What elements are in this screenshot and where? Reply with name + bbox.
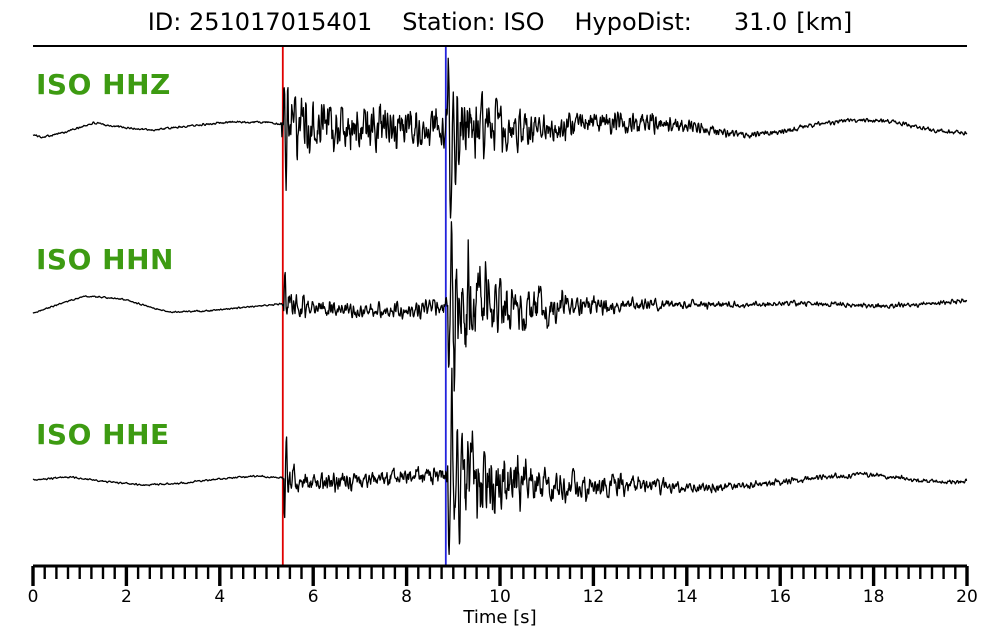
x-tick-label: 10 <box>489 587 511 607</box>
x-tick-label: 2 <box>120 587 132 607</box>
hypodist-value: 31.0 <box>733 8 788 36</box>
waveform-trace-hhn <box>32 221 968 392</box>
x-tick-label: 16 <box>769 587 792 607</box>
hypodist-label: HypoDist: <box>574 8 692 36</box>
event-id-value: 251017015401 <box>189 8 373 36</box>
x-tick-label: 20 <box>956 587 978 607</box>
x-tick-label: 12 <box>582 587 605 607</box>
waveform-trace-hhe <box>32 367 968 556</box>
event-id: ID: 251017015401 <box>148 7 373 37</box>
waveform-trace-hhz <box>32 57 968 219</box>
figure-title: ID: 251017015401 Station: ISO HypoDist: 3… <box>0 7 1000 37</box>
station-value: ISO <box>503 8 545 36</box>
hypodist-unit: [km] <box>796 8 853 36</box>
x-tick-label: 6 <box>307 587 319 607</box>
x-tick-label: 4 <box>214 587 226 607</box>
event-id-label: ID: <box>147 8 182 36</box>
x-tick-label: 18 <box>862 587 885 607</box>
channel-label-hhn: ISO HHN <box>36 243 174 276</box>
x-tick-label: 14 <box>675 587 698 607</box>
channel-label-hhe: ISO HHE <box>36 418 170 451</box>
channel-label-hhz: ISO HHZ <box>36 68 171 101</box>
station-label: Station: <box>402 8 496 36</box>
station: Station: ISO <box>402 7 544 37</box>
hypodist: HypoDist: 31.0 [km] <box>575 7 853 37</box>
x-tick-label: 8 <box>401 587 413 607</box>
x-tick-label: 0 <box>27 587 39 607</box>
x-axis-title: Time [s] <box>463 607 537 628</box>
